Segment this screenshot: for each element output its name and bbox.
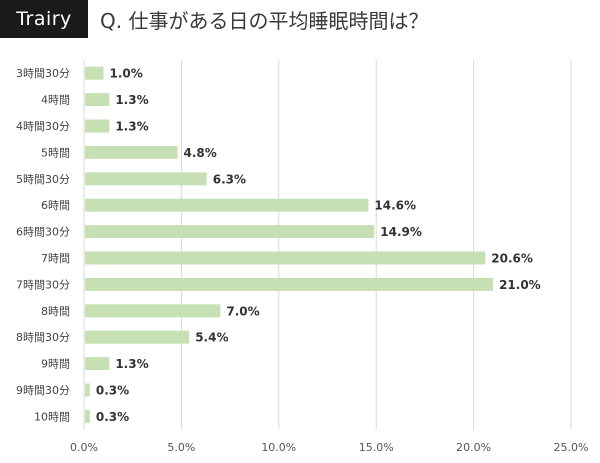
data-label: 6.3% [213,172,246,186]
bar [85,198,369,212]
data-label: 0.3% [96,384,129,398]
category-labels: 3時間30分 4時間 4時間30分 5時間 5時間30分 6時間 6時間30分 7時間 7時間3… [16,67,70,423]
category-label: 9時間30分 [16,384,70,397]
data-label: 1.3% [115,357,148,371]
category-label: 7時間 [41,252,70,265]
bar [85,172,207,186]
category-label: 10時間 [34,410,70,423]
chart-question-title: Q. 仕事がある日の平均睡眠時間は？ [100,9,429,33]
category-label: 6時間 [41,199,70,212]
grid-lines [83,60,572,430]
category-label: 7時間30分 [16,278,70,291]
category-label: 4時間30分 [16,120,70,133]
bar [85,145,178,159]
data-label: 1.0% [109,67,142,81]
category-label: 5時間 [41,146,70,159]
bar [85,409,90,423]
category-label: 9時間 [41,358,70,371]
data-label: 5.4% [195,331,228,345]
x-tick-label: 10.0% [261,441,296,454]
data-label: 14.6% [374,199,416,213]
bar [85,93,110,107]
x-tick-label: 25.0% [554,441,589,454]
bar [85,66,104,80]
bar [85,330,190,344]
brand-logo: Trairy [0,0,88,38]
data-label: 0.3% [96,410,129,424]
bar [85,225,375,239]
x-tick-label: 20.0% [456,441,491,454]
x-tick-label: 0.0% [70,441,98,454]
category-label: 5時間30分 [16,173,70,186]
data-label: 20.6% [491,252,533,266]
data-label: 14.9% [380,225,422,239]
data-label: 4.8% [184,146,217,160]
data-label: 1.3% [115,120,148,134]
bar [85,277,494,291]
bar [85,304,221,318]
category-label: 6時間30分 [16,226,70,239]
data-label: 7.0% [226,304,259,318]
bar [85,383,90,397]
bar [85,357,110,371]
bars [85,66,494,423]
data-labels: 1.0% 1.3% 1.3% 4.8% 6.3% 14.6% 14.9% 20.6% 21.0%… [96,67,541,424]
header: Trairy Q. 仕事がある日の平均睡眠時間は？ [0,0,600,42]
x-tick-label: 5.0% [167,441,195,454]
x-tick-label: 15.0% [359,441,394,454]
bar [85,119,110,133]
category-label: 8時間30分 [16,331,70,344]
category-label: 3時間30分 [16,67,70,80]
category-label: 8時間 [41,305,70,318]
bar [85,251,486,265]
data-label: 21.0% [499,278,541,292]
data-label: 1.3% [115,93,148,107]
x-tick-labels: 0.0% 5.0% 10.0% 15.0% 20.0% 25.0% [70,441,588,454]
category-label: 4時間 [41,94,70,107]
